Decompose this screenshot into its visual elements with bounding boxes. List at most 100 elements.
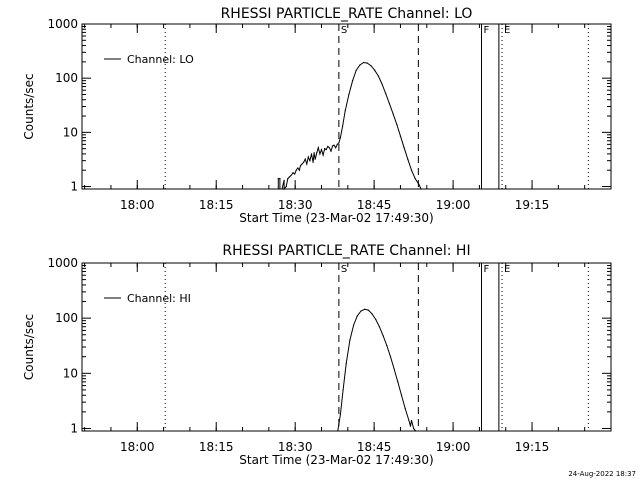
data-point	[408, 419, 410, 422]
y-tick-label: 100	[55, 311, 78, 325]
data-point	[301, 163, 303, 165]
y-axis-label: Counts/sec	[22, 314, 36, 380]
x-tick-label: 19:15	[515, 440, 550, 454]
data-point	[297, 167, 299, 169]
data-point	[410, 419, 413, 422]
x-tick-label: 18:45	[357, 440, 392, 454]
data-point	[414, 178, 416, 180]
data-point	[392, 113, 394, 115]
event-marker-label: S	[341, 264, 347, 275]
data-point	[407, 158, 409, 160]
data-point	[371, 313, 373, 315]
y-tick-label: 10	[63, 366, 78, 380]
data-point	[375, 318, 377, 320]
x-tick-label: 18:00	[120, 440, 155, 454]
y-axis-label: Counts/sec	[22, 73, 36, 139]
data-point	[370, 65, 372, 67]
event-marker-label: S	[341, 25, 347, 36]
data-point	[403, 147, 405, 149]
data-point	[386, 344, 388, 347]
panel-hi: RHESSI PARTICLE_RATE Channel: HI 1 10 100 10…	[22, 243, 612, 467]
data-point	[359, 64, 361, 66]
data-point	[325, 149, 327, 151]
y-tick-label: 100	[55, 71, 78, 85]
data-point	[341, 125, 344, 127]
data-point	[355, 69, 357, 71]
data-point	[345, 363, 347, 365]
data-point	[396, 123, 398, 126]
data-point	[304, 158, 306, 160]
data-point	[336, 143, 338, 145]
data-point	[306, 163, 308, 165]
x-tick-label: 19:15	[515, 198, 550, 212]
x-tick-label: 18:30	[278, 198, 313, 212]
data-point	[378, 326, 380, 328]
data-point	[298, 169, 300, 171]
data-point	[281, 188, 283, 190]
data-point	[381, 83, 383, 85]
data-point	[307, 156, 309, 158]
x-tick-label: 19:00	[436, 198, 471, 212]
chart-title: RHESSI PARTICLE_RATE Channel: LO	[221, 6, 473, 22]
data-point	[309, 160, 311, 162]
data-point	[339, 413, 342, 415]
data-point	[316, 152, 318, 154]
data-point	[292, 172, 294, 174]
data-point	[351, 80, 354, 82]
data-point	[374, 69, 376, 71]
event-marker-label: E	[504, 264, 510, 275]
data-point	[327, 145, 329, 148]
data-point	[388, 102, 390, 105]
x-tick-label: 18:15	[199, 198, 234, 212]
x-tick-label: 18:00	[120, 198, 155, 212]
data-point	[317, 147, 319, 149]
x-tick-label: 19:00	[436, 440, 471, 454]
data-point	[310, 153, 313, 155]
data-point	[299, 165, 302, 167]
legend-label: Channel: HI	[127, 292, 191, 305]
x-axis-label: Start Time (23-Mar-02 17:49:30)	[239, 211, 433, 225]
x-tick-label: 18:45	[357, 198, 392, 212]
data-point	[331, 145, 334, 147]
data-point	[320, 149, 323, 151]
data-point	[335, 147, 337, 149]
data-point	[420, 188, 422, 190]
data-point	[399, 135, 402, 137]
data-point	[283, 179, 285, 181]
data-point	[303, 161, 305, 163]
data-point	[353, 324, 355, 326]
data-point	[415, 430, 417, 432]
data-point	[279, 188, 281, 190]
data-point	[330, 150, 332, 152]
data-point	[410, 169, 413, 171]
panel-lo: RHESSI PARTICLE_RATE Channel: LO 1 10 100 10…	[22, 6, 612, 225]
data-point	[418, 183, 420, 185]
data-point	[393, 368, 395, 370]
data-point	[283, 188, 285, 190]
event-marker-label: E	[504, 25, 510, 36]
y-tick-label: 1000	[47, 256, 78, 270]
data-point	[279, 178, 281, 180]
data-point	[314, 158, 316, 160]
event-marker-label: F	[484, 25, 490, 36]
data-point	[313, 152, 315, 154]
data-point	[349, 339, 351, 341]
plot-frame	[81, 262, 612, 432]
data-point	[397, 381, 399, 383]
data-point	[364, 308, 366, 310]
data-point	[348, 93, 350, 96]
data-point	[400, 394, 403, 396]
data-point	[404, 407, 406, 410]
y-tick-label: 1	[70, 180, 78, 194]
data-point	[389, 356, 392, 358]
x-axis-label: Start Time (23-Mar-02 17:49:30)	[239, 453, 433, 467]
data-point	[367, 309, 369, 311]
data-point	[360, 310, 362, 312]
data-point	[377, 75, 379, 77]
data-point	[277, 178, 279, 180]
data-point	[344, 110, 346, 112]
data-point	[287, 178, 289, 180]
y-tick-label: 10	[63, 125, 78, 139]
data-point	[409, 425, 412, 427]
